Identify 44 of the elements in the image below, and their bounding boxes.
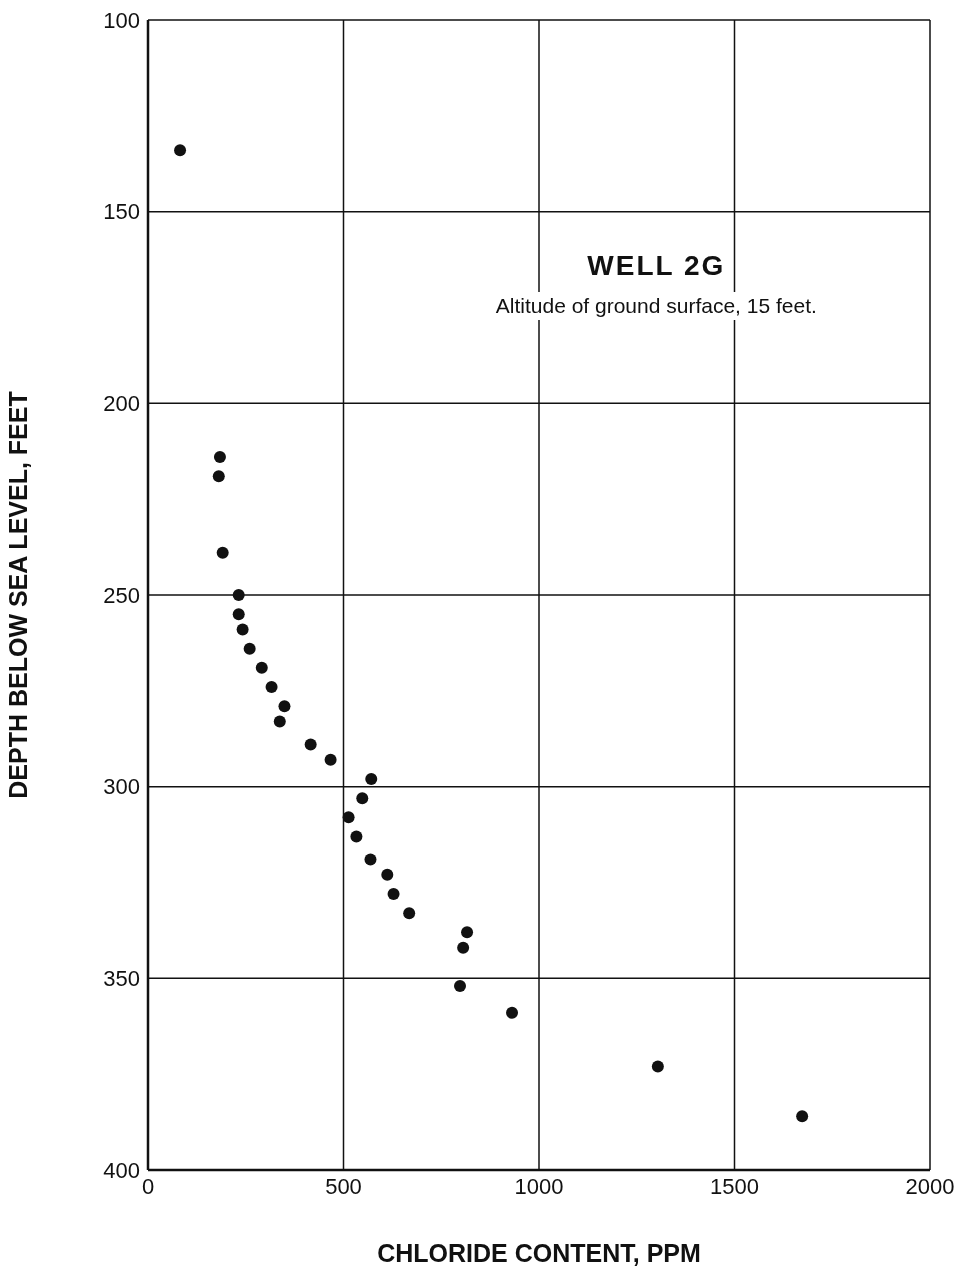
point	[356, 792, 369, 805]
point	[457, 941, 470, 954]
y-axis-title: DEPTH BELOW SEA LEVEL, FEET	[3, 391, 32, 799]
x-tick-label: 1000	[514, 1173, 564, 1199]
point	[232, 608, 245, 621]
point	[232, 589, 245, 601]
point	[651, 1060, 664, 1073]
point	[243, 642, 256, 655]
text: WELL 2G	[586, 250, 727, 282]
point	[796, 1110, 809, 1123]
x-tick-label: 1500	[710, 1173, 759, 1199]
point	[273, 715, 286, 728]
point	[278, 700, 291, 713]
y-tick-label: 400	[103, 1157, 140, 1183]
y-tick-label: 150	[103, 199, 140, 225]
point	[364, 853, 377, 866]
x-tick-label: 0	[141, 1173, 155, 1199]
point	[255, 661, 268, 674]
point	[324, 753, 337, 766]
y-tick-label: 350	[103, 966, 140, 992]
x-tick-label: 500	[325, 1173, 362, 1199]
point	[174, 144, 187, 157]
point	[265, 681, 278, 693]
point	[365, 773, 378, 785]
point	[342, 811, 355, 824]
point	[387, 888, 400, 900]
y-tick-label: 100	[103, 7, 140, 33]
point	[304, 738, 317, 751]
point	[461, 926, 474, 939]
x-tick-label: 2000	[905, 1173, 955, 1199]
point	[212, 470, 225, 483]
y-tick-label: 250	[103, 582, 140, 608]
x-axis-title: CHLORIDE CONTENT, PPM	[377, 1239, 701, 1267]
y-tick-label: 200	[103, 391, 140, 417]
point	[506, 1006, 519, 1019]
y-tick-label: 300	[103, 774, 140, 800]
text: Altitude of ground surface, 15 feet.	[491, 292, 821, 320]
point	[403, 907, 416, 920]
point	[350, 830, 363, 843]
point	[454, 980, 467, 992]
point	[381, 868, 394, 881]
point	[213, 451, 226, 463]
point	[216, 546, 229, 559]
point	[236, 623, 249, 636]
